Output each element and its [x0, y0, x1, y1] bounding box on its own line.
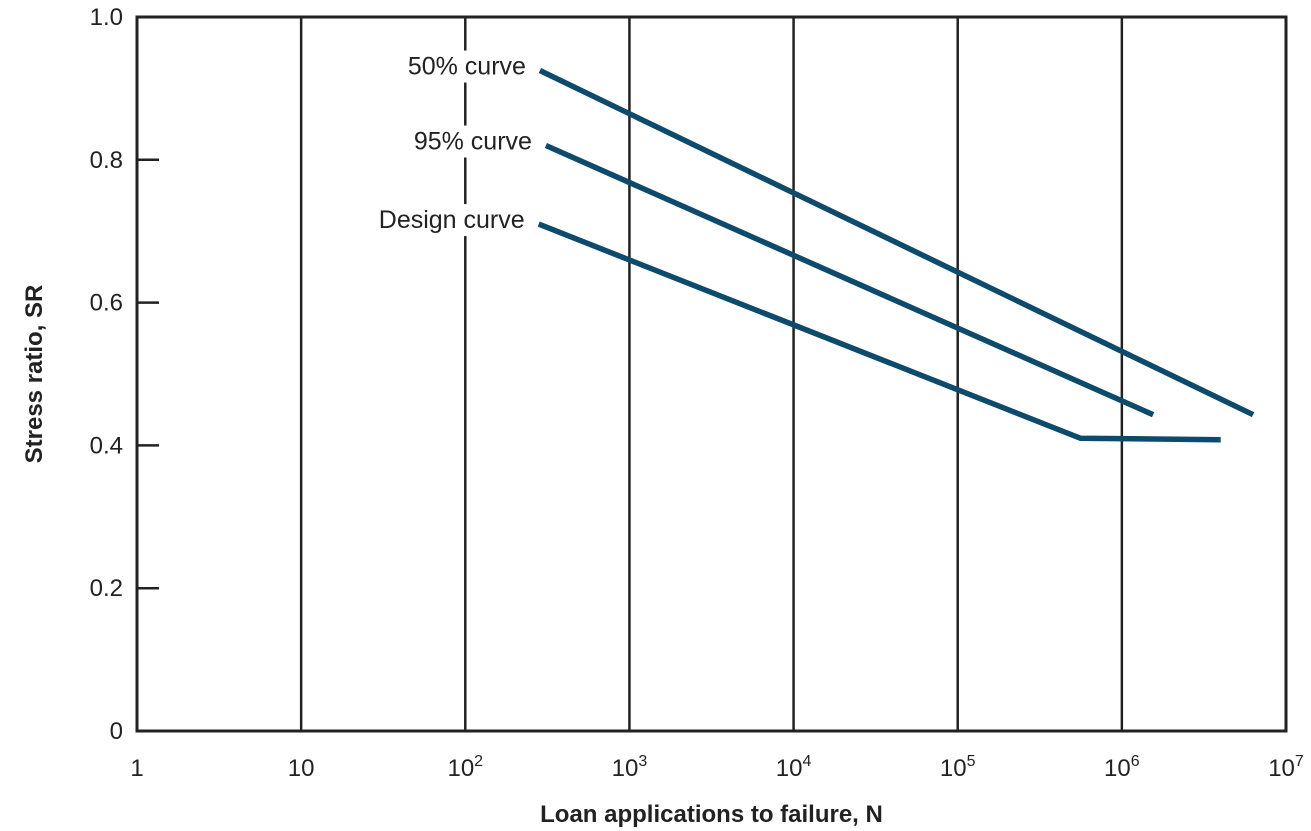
grid-lines: [299, 17, 1124, 731]
x-tick-label: 105: [940, 753, 976, 782]
x-tick-base: 10: [447, 755, 474, 782]
x-axis-title: Loan applications to failure, N: [540, 801, 883, 828]
x-tick-exponent: 3: [638, 753, 647, 770]
series-line-design-curve: [537, 221, 1221, 443]
x-tick-label: 103: [612, 753, 648, 782]
series-label-background: [401, 50, 530, 83]
y-tick-label: 0.8: [90, 147, 123, 174]
x-tick-base: 1: [130, 755, 143, 782]
x-tick-label: 10: [288, 755, 315, 782]
x-tick-exponent: 4: [802, 753, 811, 770]
y-axis-title: Stress ratio, SR: [21, 285, 48, 464]
x-tick-base: 10: [776, 755, 803, 782]
x-tick-base: 10: [940, 755, 967, 782]
series-line-95-curve: [544, 142, 1155, 418]
x-tick-label: 107: [1268, 753, 1304, 782]
x-axis-ticks: 1 10 102 103 104 105 106 107: [130, 753, 1304, 782]
x-tick-label: 104: [776, 753, 812, 782]
x-tick-label: 106: [1104, 753, 1140, 782]
x-tick-label: 102: [447, 753, 483, 782]
x-tick-exponent: 2: [474, 753, 483, 770]
series-lines: [537, 68, 1255, 443]
x-tick-base: 10: [288, 755, 315, 782]
series-label-background: [407, 125, 536, 158]
x-tick-base: 10: [1104, 755, 1131, 782]
x-tick-exponent: 6: [1131, 753, 1140, 770]
x-tick-base: 10: [612, 755, 639, 782]
x-tick-exponent: 7: [1295, 753, 1304, 770]
series-label-50-curve: 50% curve: [408, 53, 526, 81]
y-tick-label: 0.6: [90, 290, 123, 317]
y-axis-ticks: 0 0.2 0.4 0.6 0.8 1.0: [90, 4, 159, 745]
y-tick-label: 0.4: [90, 432, 123, 459]
y-tick-label: 0: [110, 718, 123, 745]
series-labels: 50% curve 95% curve Design curve: [372, 50, 536, 237]
series-label-design-curve: Design curve: [379, 206, 525, 234]
series-label-95-curve: 95% curve: [414, 128, 532, 156]
series-label-background: [372, 204, 529, 237]
x-tick-exponent: 5: [967, 753, 976, 770]
plot-frame: [135, 15, 1288, 733]
x-tick-base: 10: [1268, 755, 1295, 782]
y-tick-label: 0.2: [90, 575, 123, 602]
series-line-50-curve: [538, 68, 1255, 418]
x-tick-label: 1: [130, 755, 143, 782]
y-tick-label: 1.0: [90, 4, 123, 31]
